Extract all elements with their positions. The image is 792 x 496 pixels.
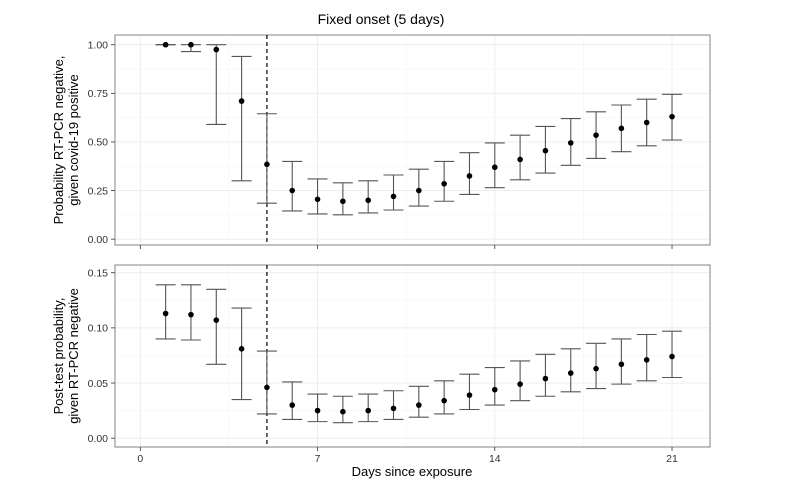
data-point xyxy=(188,311,194,318)
x-axis-title: Days since exposure xyxy=(352,464,473,479)
data-point xyxy=(162,41,169,48)
data-point xyxy=(593,132,599,138)
x-tick-label: 21 xyxy=(666,453,678,465)
data-point xyxy=(542,147,549,154)
data-point xyxy=(542,375,549,382)
panel-background xyxy=(114,34,711,246)
panel-bottom: 0.00 0.05 0.10 0.15 0 7 14 21 Post-test probabil… xyxy=(51,264,711,465)
data-point xyxy=(390,405,397,412)
data-point xyxy=(441,180,447,187)
data-point xyxy=(669,353,675,360)
y-tick-label: 0.05 xyxy=(88,378,109,390)
data-point xyxy=(238,98,245,104)
y-tick-label: 0.10 xyxy=(88,323,109,335)
y-tick-label: 0.75 xyxy=(88,88,109,100)
data-point xyxy=(365,197,371,204)
y-axis-title-line: Post-test probability, xyxy=(51,298,66,415)
panel-background xyxy=(114,264,711,448)
y-tick-label: 1.00 xyxy=(88,40,109,52)
data-point xyxy=(466,173,473,179)
y-axis-title-line: given RT-PCR negative xyxy=(66,288,81,424)
panel-border xyxy=(114,264,711,448)
data-point xyxy=(618,361,625,368)
y-axis-title: Post-test probability,given RT-PCR negat… xyxy=(51,288,81,424)
y-axis-title-line: given covid-19 positive xyxy=(66,74,81,206)
data-point xyxy=(416,187,422,194)
x-tick-label: 0 xyxy=(137,453,143,465)
data-point xyxy=(441,397,447,404)
data-point xyxy=(643,357,650,363)
chart-title: Fixed onset (5 days) xyxy=(318,11,445,27)
data-point xyxy=(289,187,296,194)
data-point xyxy=(340,408,346,415)
x-tick-label: 14 xyxy=(489,453,501,465)
data-point xyxy=(416,402,422,408)
data-point xyxy=(491,386,498,393)
x-tick-label: 7 xyxy=(315,453,321,465)
data-point xyxy=(340,198,346,205)
data-point xyxy=(491,164,498,171)
data-point xyxy=(593,365,599,372)
data-point xyxy=(365,407,371,414)
data-point xyxy=(390,193,397,200)
data-point xyxy=(517,381,523,387)
data-point xyxy=(567,140,574,146)
data-point xyxy=(567,370,574,376)
data-point xyxy=(314,196,321,203)
data-point xyxy=(289,402,296,408)
y-axis-title: Probability RT-PCR negative,given covid-… xyxy=(51,56,81,225)
panel-border xyxy=(114,34,711,246)
data-point xyxy=(213,317,220,323)
data-point xyxy=(264,161,270,168)
data-point xyxy=(669,113,675,120)
y-axis-title-line: Probability RT-PCR negative, xyxy=(51,56,66,225)
data-point xyxy=(264,384,270,391)
panel-top: 0.00 0.25 0.50 0.75 1.00 Probability RT-PCR n… xyxy=(51,34,711,249)
data-point xyxy=(213,46,220,53)
y-tick-label: 0.15 xyxy=(88,268,109,280)
data-point xyxy=(517,156,523,163)
y-tick-label: 0.50 xyxy=(88,137,109,149)
data-point xyxy=(162,310,169,317)
data-point xyxy=(643,119,650,126)
data-point xyxy=(314,407,321,414)
y-tick-label: 0.25 xyxy=(88,185,109,197)
y-tick-label: 0.00 xyxy=(88,234,109,246)
y-tick-label: 0.00 xyxy=(88,433,109,445)
data-point xyxy=(238,346,245,352)
data-point xyxy=(466,392,473,398)
data-point xyxy=(188,41,194,48)
data-point xyxy=(618,125,625,132)
